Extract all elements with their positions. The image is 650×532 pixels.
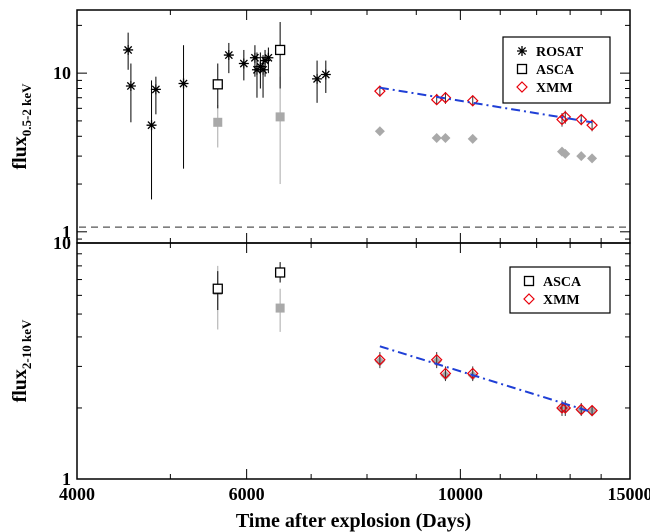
xmm-point bbox=[556, 402, 568, 414]
rosat-point bbox=[320, 69, 331, 80]
bottom-panel-flux-hard: 1 10 4000 6000 10000 15000 Time after explosio… bbox=[9, 233, 650, 532]
series-xmm-gray bbox=[374, 126, 598, 164]
xmm-gray-point bbox=[440, 133, 451, 144]
asca-point bbox=[274, 44, 286, 56]
y-tick-label: 1 bbox=[62, 469, 71, 489]
x-tick-label: 10000 bbox=[438, 484, 483, 504]
rosat-point bbox=[178, 78, 189, 89]
asca-gray-point bbox=[213, 117, 223, 127]
rosat-point bbox=[263, 52, 274, 63]
asca-point bbox=[274, 267, 286, 278]
y-tick-label: 10 bbox=[53, 63, 71, 83]
xmm-point bbox=[586, 404, 598, 417]
xmm-gray-point bbox=[560, 148, 571, 159]
y-axis-label-base: flux bbox=[9, 136, 31, 169]
legend-marker-rosat bbox=[517, 46, 527, 56]
xmm-point bbox=[559, 111, 572, 123]
xmm-point bbox=[586, 119, 598, 132]
xmm-point bbox=[439, 367, 452, 380]
rosat-point bbox=[223, 50, 234, 61]
xmm-point bbox=[575, 403, 588, 416]
xmm-point bbox=[575, 113, 588, 126]
xmm-gray-point bbox=[587, 153, 598, 164]
legend-label-rosat: ROSAT bbox=[536, 45, 584, 60]
legend-label-xmm: XMM bbox=[543, 293, 580, 308]
series-xmm-gray bbox=[374, 356, 598, 417]
xmm-point bbox=[559, 402, 572, 414]
fit-line bbox=[379, 86, 593, 124]
rosat-point bbox=[258, 64, 269, 75]
series-asca-gray bbox=[213, 265, 285, 332]
legend: ROSAT ASCA XMM bbox=[502, 36, 611, 104]
x-tick-label: 4000 bbox=[59, 484, 95, 504]
xmm-point bbox=[439, 91, 452, 104]
xmm-point bbox=[374, 85, 386, 97]
top-panel-flux-soft: 1 10 flux0.5-2 keV ROSAT ASCA XMM bbox=[9, 9, 631, 244]
series-asca bbox=[212, 262, 286, 311]
legend: ASCA XMM bbox=[509, 266, 611, 314]
xmm-gray-point bbox=[431, 133, 442, 144]
y-axis-label-base: flux bbox=[9, 369, 31, 402]
asca-point bbox=[212, 283, 223, 294]
rosat-point bbox=[125, 80, 136, 91]
plot-frame bbox=[76, 242, 631, 480]
x-tick-label: 6000 bbox=[229, 484, 265, 504]
y-axis-label-sub: 2-10 keV bbox=[19, 319, 34, 369]
xmm-point bbox=[466, 94, 479, 107]
series-rosat bbox=[123, 32, 331, 200]
legend-label-asca: ASCA bbox=[543, 275, 582, 290]
xmm-point bbox=[374, 353, 386, 366]
y-axis-label: flux0.5-2 keV bbox=[9, 83, 34, 170]
y-tick-label: 1 bbox=[62, 222, 71, 242]
asca-gray-point bbox=[275, 112, 285, 122]
x-axis-label: Time after explosion (Days) bbox=[236, 510, 471, 532]
legend-marker-xmm bbox=[523, 293, 535, 305]
y-tick-label: 10 bbox=[53, 233, 71, 253]
x-tick-label: 15000 bbox=[608, 484, 650, 504]
xmm-point bbox=[556, 113, 568, 126]
legend-label-xmm: XMM bbox=[536, 81, 573, 96]
xmm-gray-point bbox=[467, 133, 478, 144]
fit-line bbox=[379, 345, 593, 414]
xmm-gray-point bbox=[374, 126, 385, 137]
asca-gray-point bbox=[275, 303, 285, 313]
rosat-point bbox=[238, 58, 249, 69]
y-axis-label-sub: 0.5-2 keV bbox=[19, 83, 34, 136]
asca-point bbox=[212, 79, 223, 90]
legend-label-asca: ASCA bbox=[536, 63, 575, 78]
legend-marker-xmm bbox=[516, 81, 528, 93]
legend-box bbox=[509, 266, 611, 314]
series-asca bbox=[212, 22, 286, 109]
legend-marker-asca bbox=[516, 63, 528, 75]
rosat-point bbox=[312, 73, 323, 84]
series-asca-gray bbox=[213, 76, 285, 185]
legend-marker-asca bbox=[523, 275, 535, 287]
y-axis-label: flux2-10 keV bbox=[9, 319, 34, 402]
xmm-point bbox=[466, 367, 479, 380]
rosat-point bbox=[123, 44, 134, 55]
rosat-point bbox=[249, 52, 260, 63]
rosat-point bbox=[146, 120, 157, 131]
xmm-gray-point bbox=[576, 151, 587, 162]
rosat-point bbox=[150, 84, 161, 95]
